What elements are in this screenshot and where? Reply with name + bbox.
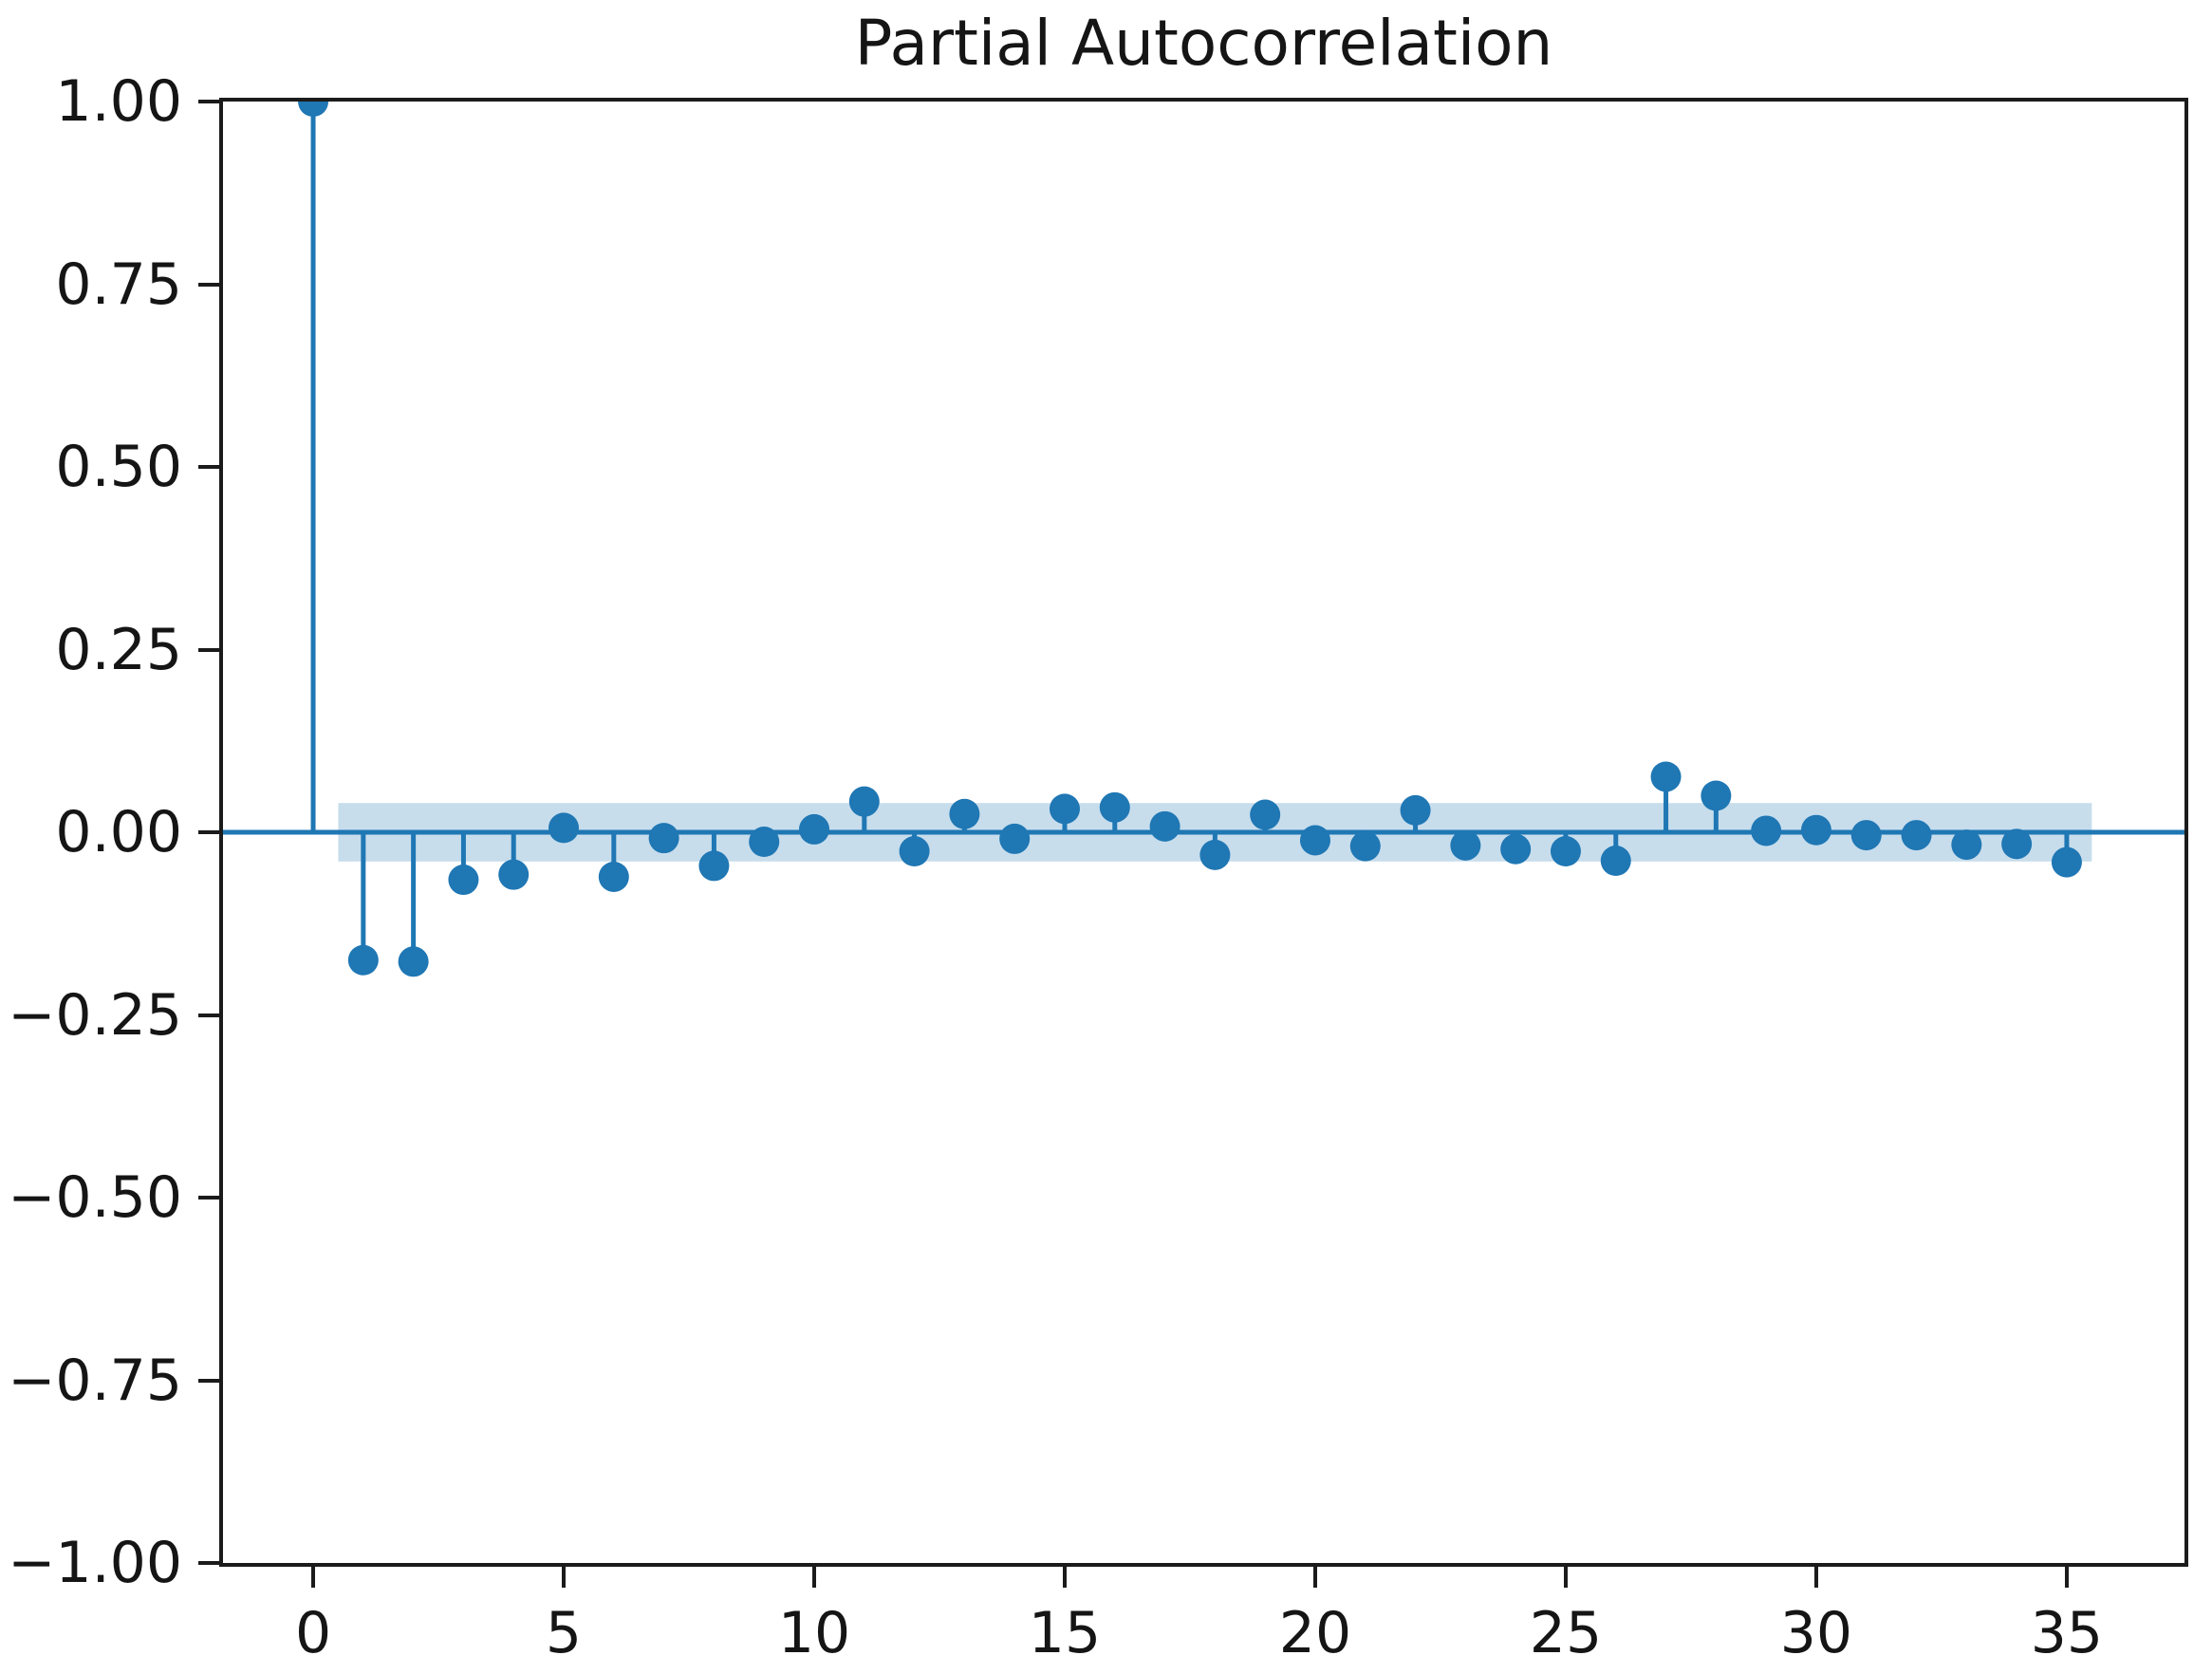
x-tick-label-7: 35	[2030, 1600, 2104, 1666]
x-tick-mark-2	[812, 1567, 816, 1588]
y-tick-mark-2	[198, 465, 219, 469]
marker-lag-13	[949, 798, 980, 829]
x-tick-label-0: 0	[294, 1600, 332, 1666]
x-tick-mark-3	[1062, 1567, 1067, 1588]
marker-lag-33	[1951, 829, 1982, 861]
marker-lag-22	[1400, 794, 1431, 826]
marker-lag-34	[2001, 828, 2033, 860]
x-tick-label-4: 20	[1278, 1600, 1352, 1666]
y-tick-label-1: 0.75	[55, 251, 182, 318]
y-tick-mark-6	[198, 1196, 219, 1200]
marker-lag-24	[1500, 833, 1532, 865]
marker-lag-5	[548, 812, 580, 844]
y-tick-label-4: 0.00	[55, 799, 182, 865]
marker-lag-32	[1901, 820, 1932, 851]
marker-lag-29	[1751, 815, 1782, 846]
x-tick-mark-5	[1563, 1567, 1568, 1588]
y-tick-mark-3	[198, 647, 219, 652]
y-tick-mark-5	[198, 1013, 219, 1017]
marker-lag-18	[1199, 839, 1231, 870]
marker-lag-28	[1701, 780, 1732, 811]
marker-lag-4	[498, 859, 530, 890]
y-tick-mark-4	[198, 830, 219, 834]
pacf-plot-canvas	[223, 102, 2184, 977]
marker-lag-14	[999, 823, 1031, 854]
marker-lag-7	[648, 823, 679, 854]
marker-lag-3	[448, 865, 479, 896]
marker-lag-12	[899, 836, 930, 867]
marker-lag-21	[1349, 830, 1381, 862]
y-tick-label-3: 0.25	[55, 616, 182, 683]
marker-lag-26	[1600, 846, 1631, 877]
x-tick-label-5: 25	[1529, 1600, 1603, 1666]
x-tick-label-2: 10	[777, 1600, 851, 1666]
marker-lag-20	[1299, 825, 1330, 856]
marker-lag-35	[2051, 846, 2082, 878]
y-tick-mark-7	[198, 1378, 219, 1383]
marker-lag-25	[1550, 836, 1581, 867]
marker-lag-15	[1049, 793, 1080, 825]
y-tick-mark-1	[198, 282, 219, 287]
y-tick-label-0: 1.00	[55, 68, 182, 135]
y-tick-label-7: −0.75	[8, 1347, 182, 1414]
y-tick-mark-8	[198, 1561, 219, 1565]
x-tick-mark-1	[562, 1567, 567, 1588]
x-tick-label-1: 5	[545, 1600, 583, 1666]
x-tick-mark-7	[2064, 1567, 2069, 1588]
marker-lag-0	[298, 102, 329, 117]
marker-lag-23	[1450, 829, 1481, 861]
marker-lag-1	[347, 944, 379, 976]
y-tick-mark-0	[198, 100, 219, 103]
y-tick-label-8: −1.00	[8, 1530, 182, 1596]
marker-lag-8	[698, 850, 730, 882]
marker-lag-6	[598, 861, 629, 892]
x-tick-label-6: 30	[1779, 1600, 1853, 1666]
marker-lag-27	[1650, 761, 1682, 792]
x-tick-mark-6	[1813, 1567, 1818, 1588]
y-tick-label-2: 0.50	[55, 434, 182, 500]
marker-lag-9	[749, 827, 780, 858]
marker-lag-2	[398, 946, 429, 977]
marker-lag-30	[1800, 814, 1831, 846]
marker-lag-17	[1149, 810, 1180, 842]
y-tick-label-5: −0.25	[8, 981, 182, 1049]
x-tick-mark-4	[1312, 1567, 1317, 1588]
chart-title: Partial Autocorrelation	[854, 7, 1553, 80]
y-tick-label-6: −0.50	[8, 1164, 182, 1231]
x-tick-label-3: 15	[1028, 1600, 1102, 1666]
marker-lag-16	[1099, 791, 1130, 823]
plot-area	[219, 98, 2188, 1567]
marker-lag-31	[1850, 820, 1882, 851]
marker-lag-11	[848, 786, 880, 817]
x-tick-mark-0	[311, 1567, 316, 1588]
marker-lag-19	[1250, 799, 1281, 830]
marker-lag-10	[799, 813, 830, 845]
